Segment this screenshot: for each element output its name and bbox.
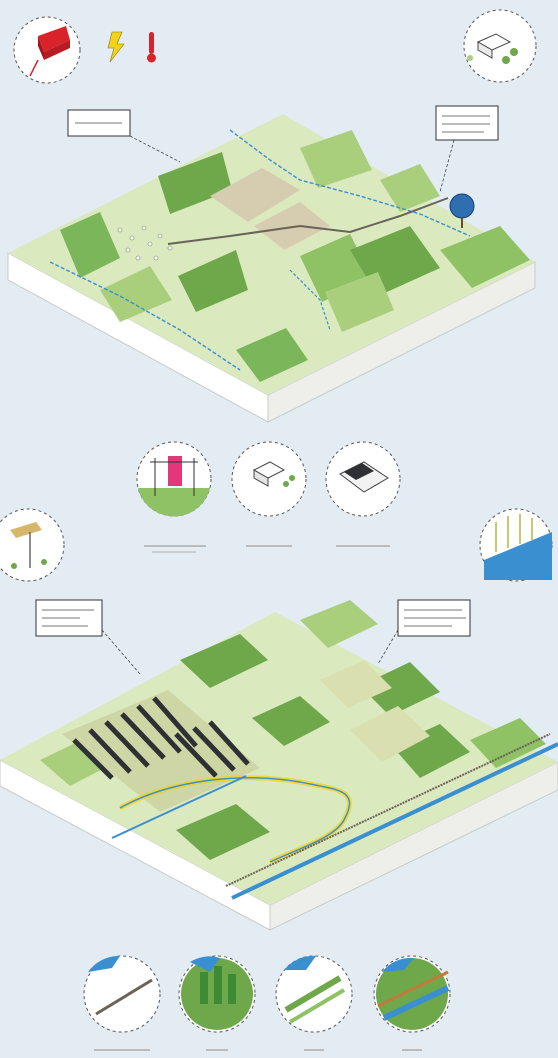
pylon-substation-icon [136,441,212,517]
village-cluster [117,225,173,261]
heat-house-icon [13,16,81,84]
grain-field [210,168,300,222]
forest-icon [178,955,256,1033]
field [180,634,268,688]
field [236,328,308,382]
wind-turbines-icon [0,508,65,582]
reed-area [350,706,430,762]
field [100,266,172,322]
solar-panels [72,696,250,780]
field [300,600,378,648]
badge-captions-middle [144,545,390,553]
lower-slab-top [0,612,558,905]
lower-slab-right-side [269,761,558,931]
globe-tree-icon [449,193,475,219]
railway [225,733,551,887]
field [252,696,330,746]
field [158,152,232,214]
side-canal [111,775,247,839]
water-channel [49,261,241,371]
upper-landscape-block [7,114,536,423]
field [325,272,394,332]
upper-slab-top [8,114,535,395]
river [231,742,558,900]
stream [119,777,351,863]
field [360,662,440,716]
road [167,197,449,245]
callout-box-upper-left [67,109,181,163]
grain-field [254,202,330,250]
lightning-icon [107,31,125,63]
field [60,212,120,278]
callout-box-lower-left [35,599,141,675]
field [470,718,546,768]
upper-slab-right-side [267,261,536,423]
field [178,250,248,312]
callout-box-upper-right [435,105,499,193]
lower-landscape-block [0,600,558,931]
water-channel [229,129,471,237]
solar-roof-icon [325,441,401,517]
water-channel [289,269,331,331]
field [300,130,372,188]
river-bank-icon [373,955,451,1033]
reed-area [320,660,392,708]
railway-icon [83,955,161,1033]
field [176,804,270,860]
village-settlement-icon [463,9,537,83]
callout-box-lower-right [377,599,471,665]
farm-buildings-icon [231,441,307,517]
field [380,164,440,212]
reed-wetland-icon [479,508,553,582]
field [440,226,530,288]
thermometer-icon [147,32,156,63]
hedgerow-icon [275,955,353,1033]
